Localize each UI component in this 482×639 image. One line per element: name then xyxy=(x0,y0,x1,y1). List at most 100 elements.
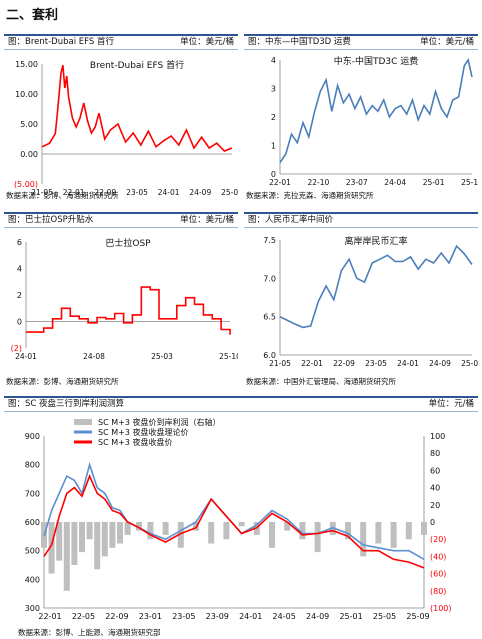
x-tick-label: 24-04 xyxy=(384,178,406,187)
source-note: 数据来源：彭博、海通期货研究所 xyxy=(6,191,119,200)
x-tick-label: 22-10 xyxy=(308,178,330,187)
legend-swatch xyxy=(74,419,92,425)
y-tick-label-left: 900 xyxy=(25,432,40,441)
x-tick-label: 22-01 xyxy=(301,359,323,368)
x-tick-label: 22-01 xyxy=(63,188,85,197)
x-tick-label: 24-09 xyxy=(306,612,329,621)
chart-sc-profit: 900 800 700 600 500 400 300 100 80 60 40 20 0 (20) (40… xyxy=(25,417,452,621)
y-tick-label-left: 700 xyxy=(25,489,40,498)
y-tick-label: 6.5 xyxy=(263,313,276,322)
y-tick-label-right: 80 xyxy=(430,449,440,458)
x-tick-label: 25-05 xyxy=(221,188,238,197)
x-tick-label: 24-09 xyxy=(189,188,211,197)
y-tick-label-right: 100 xyxy=(430,432,445,441)
chart-td3c: 4 3 2 1 022-01 22-10 23-07 24-04 25-01 25-10 中东-中国… xyxy=(269,55,478,187)
series-line xyxy=(43,473,425,569)
panel-basrah-osp: 图：巴士拉OSP升贴水 单位：美元/桶 6 4 2 0 (2) 24-01 24-08 25-0… xyxy=(4,212,238,372)
y-tick-label-right: 60 xyxy=(430,466,440,475)
legend-label: SC M+3 夜盘收盘理论价 xyxy=(98,427,188,437)
y-tick-label-left: 400 xyxy=(25,575,40,584)
panel-title: 图：巴士拉OSP升贴水 xyxy=(8,215,94,225)
profit-bar xyxy=(238,522,245,527)
x-tick-label: 25-01 xyxy=(423,178,445,187)
profit-bar xyxy=(269,522,275,548)
y-tick-label: 10.00 xyxy=(15,90,38,99)
y-tick-label-right: 40 xyxy=(430,484,440,493)
panel-title: 图：SC 夜盘三行到岸利润测算 xyxy=(8,399,125,409)
y-tick-label: (5.00) xyxy=(14,180,38,189)
x-tick-label: 22-05 xyxy=(72,612,95,621)
profit-bar xyxy=(390,522,397,548)
profit-bar xyxy=(79,522,85,553)
y-tick-label: 3 xyxy=(271,85,276,94)
profit-bar xyxy=(299,522,306,540)
profit-bar xyxy=(177,522,184,548)
series-line xyxy=(41,65,233,152)
chart-rmb: 7.5 7.0 6.5 6.021-05 22-01 22-09 23-05 24-01 24-… xyxy=(263,235,478,368)
profit-bar xyxy=(345,522,351,540)
y-tick-label: 0 xyxy=(17,318,22,327)
y-tick-label: 6 xyxy=(17,238,22,247)
x-tick-label: 25-09 xyxy=(406,612,429,621)
y-tick-label: 15.00 xyxy=(15,60,38,69)
source-note: 数据来源：克拉克森、海通期货研究所 xyxy=(246,191,374,200)
profit-bar xyxy=(71,522,78,565)
legend-label: SC M+3 夜盘收盘价 xyxy=(98,437,172,447)
y-tick-label: 1 xyxy=(271,142,276,151)
x-tick-label: 24-08 xyxy=(83,352,105,361)
y-tick-label: 4 xyxy=(271,56,276,65)
x-tick-label: 25-10 xyxy=(461,178,478,187)
profit-bar xyxy=(136,522,142,531)
profit-bar xyxy=(94,522,101,570)
x-tick-label: 24-01 xyxy=(397,359,419,368)
chart-basrah-osp: 6 4 2 0 (2)24-01 24-08 25-03 25-10 巴士拉OSP xyxy=(11,237,238,361)
y-tick-label-right: 0 xyxy=(430,518,435,527)
y-tick-label-left: 300 xyxy=(25,604,40,613)
panel-unit: 单位：美元/桶 xyxy=(420,37,474,47)
y-tick-label-left: 500 xyxy=(25,547,40,556)
y-tick-label-left: 800 xyxy=(25,461,40,470)
x-tick-label: 24-01 xyxy=(15,352,37,361)
x-tick-label: 23-05 xyxy=(365,359,387,368)
legend-label: SC M+3 夜盘价到岸利润（右轴） xyxy=(98,417,220,427)
profit-bar xyxy=(124,522,131,535)
x-tick-label: 24-05 xyxy=(273,612,296,621)
x-tick-label: 22-01 xyxy=(38,612,61,621)
x-tick-label: 23-09 xyxy=(206,612,229,621)
profit-bar xyxy=(208,522,215,544)
y-tick-label-right: (20) xyxy=(430,535,446,544)
source-note: 数据来源：彭博、上能源、海通期货研究部 xyxy=(18,628,161,637)
series-line xyxy=(279,58,473,164)
profit-bar xyxy=(48,522,55,574)
panel-title: 图：中东—中国TD3D 运费 xyxy=(248,37,351,47)
panel-title: 图：Brent-Dubai EFS 首行 xyxy=(8,37,114,47)
y-tick-label: 2 xyxy=(271,113,276,122)
panel-unit: 单位：元/桶 xyxy=(428,399,474,409)
series-line xyxy=(279,244,473,329)
x-tick-label: 23-07 xyxy=(346,178,368,187)
panel-sc-profit: 图：SC 夜盘三行到岸利润测算 单位：元/桶 900 800 700 600 500 400… xyxy=(4,396,478,626)
x-tick-label: 22-09 xyxy=(94,188,116,197)
y-tick-label: 2 xyxy=(17,291,22,300)
profit-bar xyxy=(284,522,291,531)
series-line xyxy=(43,461,425,560)
profit-bar xyxy=(109,522,116,548)
chart-title: Brent-Dubai EFS 首行 xyxy=(90,59,184,71)
panel-td3c: 图：中东—中国TD3D 运费 单位：美元/桶 4 3 2 1 0 22-01 22-10 23-… xyxy=(244,34,478,202)
y-tick-label: 7.0 xyxy=(263,274,276,283)
source-note: 数据来源：彭博、海通期货研究所 xyxy=(6,377,119,386)
chart-title: 中东-中国TD3C 运费 xyxy=(334,55,419,67)
y-tick-label: 0 xyxy=(271,170,276,179)
profit-bar xyxy=(375,522,382,544)
x-tick-label: 25-01 xyxy=(339,612,362,621)
x-tick-label: 25-03 xyxy=(151,352,173,361)
x-tick-label: 22-09 xyxy=(105,612,128,621)
profit-bar xyxy=(162,522,169,535)
profit-bar xyxy=(101,522,108,557)
x-tick-label: 21-05 xyxy=(269,359,291,368)
profit-bar xyxy=(86,522,93,540)
x-tick-label: 22-09 xyxy=(333,359,355,368)
x-tick-label: 23-05 xyxy=(126,188,148,197)
x-tick-label: 24-01 xyxy=(158,188,180,197)
y-tick-label: 6.0 xyxy=(263,351,276,360)
